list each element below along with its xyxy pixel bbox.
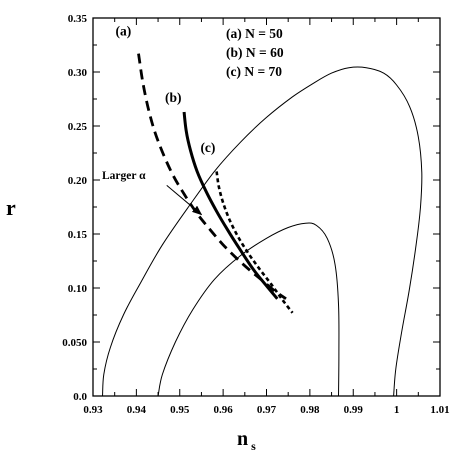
x-tick-label: 0.99 <box>344 404 364 416</box>
x-tick-label: 1 <box>394 404 400 416</box>
x-tick-label: 1.01 <box>430 404 449 416</box>
y-tick-label: 0.20 <box>68 175 88 187</box>
x-tick-label: 0.97 <box>257 404 277 416</box>
x-tick-label: 0.95 <box>170 404 190 416</box>
series-b-line <box>182 111 279 300</box>
y-tick-label: 0.050 <box>62 337 87 349</box>
y-tick-label: 0.15 <box>68 229 88 241</box>
labels-group: (a) (b) (c) <box>115 23 215 216</box>
y-tick-label: 0.30 <box>68 67 88 79</box>
series-c-line <box>215 171 294 314</box>
y-tick-label: 0.10 <box>68 283 88 295</box>
x-tick-label: 0.94 <box>127 404 147 416</box>
contours-group <box>102 66 423 397</box>
inner-contour-line <box>157 222 340 397</box>
legend-entry-c: (c) N = 70 <box>226 64 282 79</box>
series-group <box>137 53 294 314</box>
y-tick-label: 0.35 <box>68 13 88 25</box>
outer-contour-line <box>102 66 423 397</box>
x-tick-label: 0.93 <box>83 404 103 416</box>
ticks-group: 0.93 0.94 0.95 0.96 0.97 0.98 0.99 1 1.01 0.0 0.05… <box>62 13 449 416</box>
annotation-larger-alpha: Larger α <box>102 170 146 182</box>
series-label-a: (a) <box>115 23 131 38</box>
series-label-b: (b) <box>165 90 182 105</box>
y-axis-title: r <box>6 195 16 220</box>
x-tick-label: 0.98 <box>300 404 320 416</box>
series-label-c: (c) <box>200 140 215 155</box>
legend-entry-b: (b) N = 60 <box>226 45 284 60</box>
annotation-arrow <box>166 185 203 216</box>
y-tick-label: 0.25 <box>68 121 88 133</box>
series-a-line <box>137 53 287 300</box>
x-tick-label: 0.96 <box>214 404 234 416</box>
y-tick-label: 0.0 <box>73 391 87 403</box>
legend-entry-a: (a) N = 50 <box>226 26 283 41</box>
